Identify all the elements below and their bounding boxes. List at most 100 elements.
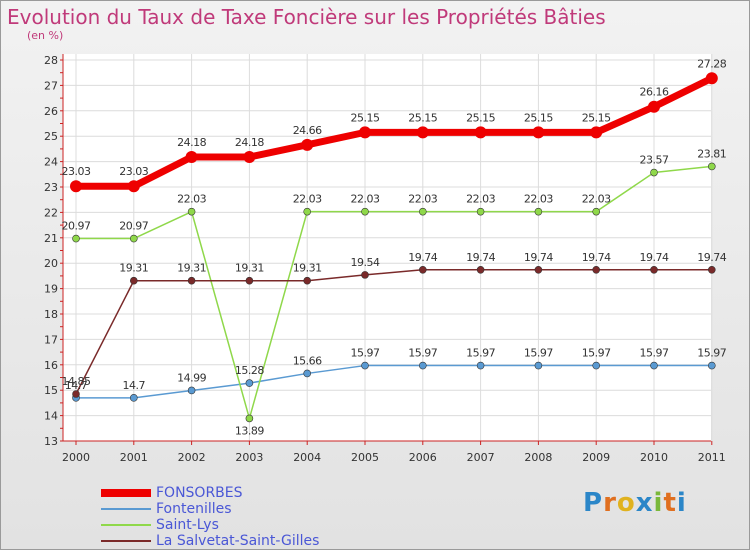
data-point bbox=[361, 271, 369, 279]
data-point bbox=[592, 207, 601, 216]
data-point bbox=[361, 207, 369, 216]
y-tick-label: 16 bbox=[44, 359, 58, 372]
data-label: 13.89 bbox=[235, 424, 264, 437]
x-tick-label: 2005 bbox=[351, 451, 379, 464]
y-tick-label: 27 bbox=[44, 79, 58, 92]
data-label: 20.97 bbox=[119, 220, 148, 233]
data-point bbox=[418, 361, 427, 370]
proxiti-logo: Proxiti bbox=[583, 488, 687, 518]
data-point bbox=[130, 234, 138, 243]
data-label: 15.97 bbox=[640, 347, 669, 360]
data-label: 19.31 bbox=[293, 262, 322, 275]
data-point bbox=[243, 151, 256, 164]
data-label: 19.54 bbox=[351, 256, 380, 269]
data-label: 23.57 bbox=[640, 154, 669, 167]
y-tick-label: 18 bbox=[44, 308, 58, 321]
data-label: 15.97 bbox=[351, 347, 380, 360]
data-point bbox=[474, 126, 487, 139]
data-label: 22.03 bbox=[408, 193, 437, 206]
data-label: 25.15 bbox=[351, 111, 380, 124]
series-line-1 bbox=[76, 364, 712, 399]
legend-label-saint-lys: Saint-Lys bbox=[156, 517, 219, 533]
data-point bbox=[245, 379, 254, 387]
data-point bbox=[303, 369, 312, 378]
y-tick-label: 26 bbox=[44, 105, 58, 118]
data-point bbox=[72, 234, 80, 243]
data-label: 15.28 bbox=[235, 364, 264, 377]
logo-letter: x bbox=[635, 488, 654, 518]
data-label: 19.74 bbox=[408, 251, 437, 264]
data-label: 15.66 bbox=[293, 354, 322, 367]
logo-letter: o bbox=[616, 488, 636, 518]
data-point bbox=[534, 361, 543, 370]
data-label: 23.03 bbox=[62, 165, 91, 178]
x-tick-label: 2003 bbox=[235, 451, 263, 464]
data-label: 23.03 bbox=[119, 165, 148, 178]
data-label: 15.97 bbox=[697, 347, 726, 360]
data-label: 19.74 bbox=[640, 251, 669, 264]
data-point bbox=[534, 266, 543, 274]
x-tick-label: 2008 bbox=[524, 451, 552, 464]
logo-letter: t bbox=[663, 488, 677, 518]
data-point bbox=[359, 126, 371, 139]
chart-title: Evolution du Taux de Taxe Foncière sur l… bbox=[7, 5, 606, 29]
y-tick-label: 19 bbox=[44, 283, 58, 296]
series-line-2 bbox=[76, 165, 712, 420]
x-tick-label: 2011 bbox=[698, 451, 726, 464]
data-point bbox=[70, 180, 82, 193]
data-point bbox=[592, 266, 601, 274]
y-tick-label: 24 bbox=[44, 156, 58, 169]
data-point bbox=[130, 276, 138, 285]
y-axis-unit-label: (en %) bbox=[27, 29, 64, 42]
legend-swatch-fonsorbes bbox=[101, 489, 151, 497]
plot-area bbox=[63, 54, 711, 441]
data-point bbox=[705, 72, 718, 85]
x-tick-label: 2010 bbox=[640, 451, 668, 464]
data-point bbox=[187, 386, 196, 395]
data-label: 24.66 bbox=[293, 124, 322, 137]
y-tick-label: 22 bbox=[44, 206, 58, 219]
data-label: 22.03 bbox=[466, 193, 495, 206]
y-tick-label: 17 bbox=[44, 333, 58, 346]
data-label: 25.15 bbox=[524, 111, 553, 124]
data-label: 25.15 bbox=[466, 111, 495, 124]
data-point bbox=[361, 361, 369, 370]
logo-letter: r bbox=[603, 488, 617, 518]
data-point bbox=[130, 394, 138, 402]
data-point bbox=[534, 207, 543, 216]
legend-label-fonsorbes: FONSORBES bbox=[156, 485, 243, 501]
data-point bbox=[72, 390, 80, 398]
data-label: 14.85 bbox=[62, 375, 91, 388]
x-tick-label: 2002 bbox=[178, 451, 206, 464]
data-point bbox=[185, 151, 198, 164]
legend-label-la-salvetat: La Salvetat-Saint-Gilles bbox=[156, 533, 320, 549]
y-tick-label: 21 bbox=[44, 232, 58, 245]
data-label: 19.74 bbox=[466, 251, 495, 264]
data-point bbox=[532, 126, 545, 139]
data-point bbox=[301, 138, 314, 151]
data-point bbox=[707, 361, 716, 370]
data-label: 14.99 bbox=[177, 371, 206, 384]
data-label: 22.03 bbox=[177, 193, 206, 206]
data-label: 19.74 bbox=[697, 251, 726, 264]
data-label: 19.31 bbox=[235, 262, 264, 275]
data-point bbox=[187, 207, 196, 216]
legend-swatch-la-salvetat bbox=[101, 540, 151, 542]
data-label: 14.7 bbox=[123, 379, 146, 392]
x-tick-label: 2007 bbox=[467, 451, 495, 464]
data-label: 15.97 bbox=[466, 347, 495, 360]
x-tick-label: 2006 bbox=[409, 451, 437, 464]
x-tick-label: 2001 bbox=[120, 451, 148, 464]
logo-letter: i bbox=[653, 488, 664, 518]
legend-swatch-saint-lys bbox=[101, 524, 151, 526]
y-tick-label: 28 bbox=[44, 54, 58, 67]
y-tick-label: 23 bbox=[44, 181, 58, 194]
data-point bbox=[476, 266, 485, 274]
data-label: 22.03 bbox=[351, 193, 380, 206]
data-label: 22.03 bbox=[582, 193, 611, 206]
data-point bbox=[650, 266, 658, 274]
data-point bbox=[416, 126, 429, 139]
x-tick-label: 2000 bbox=[62, 451, 90, 464]
